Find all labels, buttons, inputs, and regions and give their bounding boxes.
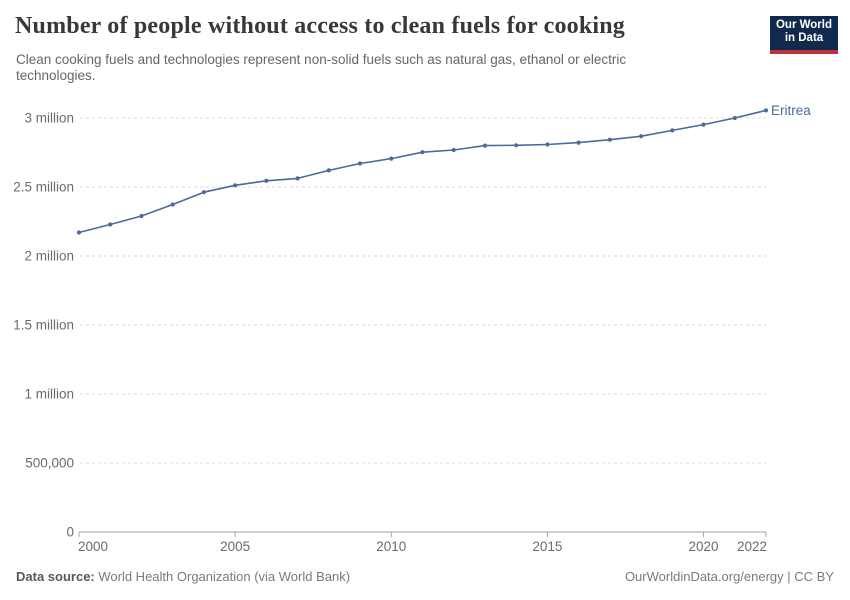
- x-tick-label: 2020: [689, 539, 719, 554]
- data-source-text: World Health Organization (via World Ban…: [94, 569, 351, 584]
- data-point[interactable]: [732, 115, 737, 121]
- x-tick-label: 2015: [532, 539, 562, 554]
- x-tick-label: 2022: [737, 539, 767, 554]
- owid-logo-text: in Data: [784, 32, 824, 44]
- data-point[interactable]: [201, 190, 206, 195]
- data-source-label: Data source:: [16, 569, 95, 584]
- data-point[interactable]: [357, 161, 363, 166]
- data-point[interactable]: [451, 147, 456, 153]
- data-point[interactable]: [514, 143, 519, 148]
- data-point[interactable]: [108, 222, 113, 227]
- series-line-eritrea[interactable]: [78, 109, 767, 234]
- chart-subtitle: Clean cooking fuels and technologies rep…: [16, 52, 626, 84]
- entity-label-eritrea[interactable]: Eritrea: [771, 103, 811, 118]
- data-point[interactable]: [139, 213, 144, 219]
- x-tick-label: 2000: [78, 539, 108, 554]
- data-point[interactable]: [233, 183, 238, 188]
- data-point[interactable]: [639, 134, 644, 139]
- data-point[interactable]: [576, 140, 581, 145]
- x-tick-label: 2010: [376, 539, 406, 554]
- data-point[interactable]: [545, 142, 550, 147]
- data-point[interactable]: [295, 176, 300, 181]
- data-point[interactable]: [389, 156, 394, 161]
- data-point[interactable]: [701, 122, 706, 127]
- data-point[interactable]: [420, 150, 425, 155]
- owid-logo-text: Our World: [775, 19, 832, 31]
- data-point[interactable]: [763, 108, 769, 113]
- x-tick-label: 2005: [220, 539, 250, 554]
- owid-logo[interactable]: Our World in Data: [770, 16, 838, 54]
- y-tick-label: 500,000: [25, 456, 74, 471]
- y-tick-label: 0: [66, 525, 74, 540]
- y-tick-label: 2.5 million: [13, 180, 74, 195]
- y-tick-label: 3 million: [24, 111, 74, 126]
- data-point[interactable]: [170, 202, 175, 207]
- data-point[interactable]: [482, 143, 488, 148]
- data-point[interactable]: [76, 230, 82, 235]
- data-point[interactable]: [607, 137, 613, 142]
- y-tick-label: 1 million: [24, 387, 74, 402]
- data-point[interactable]: [326, 168, 331, 173]
- data-point[interactable]: [670, 128, 675, 133]
- data-source-note: Data source: World Health Organization (…: [16, 569, 350, 584]
- subtitle-line: technologies.: [16, 68, 96, 83]
- y-tick-label: 1.5 million: [13, 318, 74, 333]
- data-point[interactable]: [264, 178, 269, 183]
- credit-link[interactable]: OurWorldinData.org/energy | CC BY: [624, 569, 834, 584]
- page-title: Number of people without access to clean…: [15, 13, 626, 39]
- subtitle-line: Clean cooking fuels and technologies rep…: [16, 52, 627, 67]
- y-tick-label: 2 million: [24, 249, 74, 264]
